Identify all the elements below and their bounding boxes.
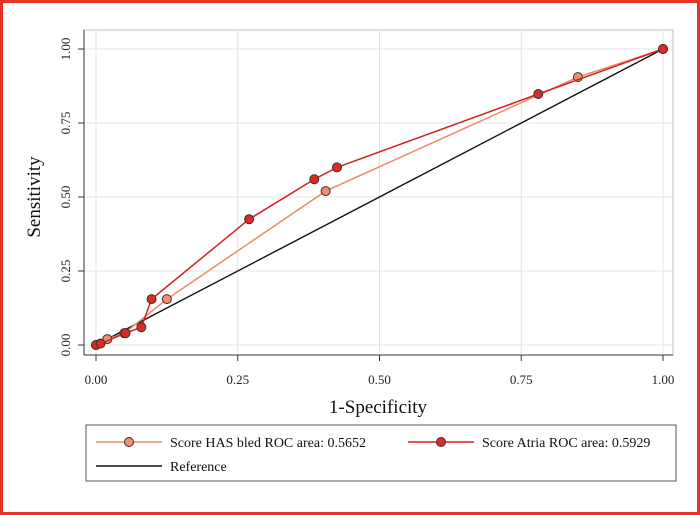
x-tick-label: 1.00 xyxy=(652,372,675,387)
legend-marker-has-bled xyxy=(124,437,134,447)
tick-marks: 0.00 0.25 0.50 0.75 1.00 0.00 0.25 0.50 0.75 1.00 xyxy=(58,38,674,387)
data-point-atria xyxy=(120,328,131,339)
axes xyxy=(83,30,673,356)
y-tick-label: 1.00 xyxy=(58,38,73,61)
x-tick-label: 0.25 xyxy=(226,372,249,387)
data-point-atria xyxy=(331,162,342,173)
legend-box xyxy=(85,424,677,482)
grid-lines xyxy=(84,30,673,355)
data-point-has-bled xyxy=(320,186,331,197)
series-atria xyxy=(91,44,668,350)
y-tick-label: 0.00 xyxy=(58,334,73,357)
data-point-has-bled xyxy=(161,294,172,305)
data-point-atria xyxy=(658,44,668,54)
x-tick-label: 0.75 xyxy=(510,372,533,387)
data-point-atria xyxy=(533,88,544,99)
legend: Score HAS bled ROC area: 0.5652 Score At… xyxy=(85,424,677,482)
x-tick-label: 0.50 xyxy=(368,372,391,387)
series-line-reference xyxy=(95,48,664,346)
data-point-atria xyxy=(136,322,147,333)
y-tick-label: 0.75 xyxy=(58,112,73,135)
y-tick-label: 0.50 xyxy=(58,186,73,209)
plot-area xyxy=(83,29,674,356)
legend-marker-atria xyxy=(436,437,446,447)
legend-label-reference: Reference xyxy=(170,460,227,475)
series-layer xyxy=(91,44,668,350)
data-point-atria xyxy=(146,294,157,305)
legend-label-has-bled: Score HAS bled ROC area: 0.5652 xyxy=(170,436,366,451)
legend-label-atria: Score Atria ROC area: 0.5929 xyxy=(482,436,650,451)
series-reference xyxy=(95,48,664,346)
x-axis-title: 1-Specificity xyxy=(329,397,428,418)
data-point-atria xyxy=(95,338,106,349)
y-tick-label: 0.25 xyxy=(58,260,73,283)
data-point-atria xyxy=(244,214,255,225)
data-point-atria xyxy=(309,174,320,185)
series-line-atria xyxy=(95,48,664,346)
x-tick-label: 0.00 xyxy=(85,372,108,387)
y-axis-title: Sensitivity xyxy=(24,156,45,238)
